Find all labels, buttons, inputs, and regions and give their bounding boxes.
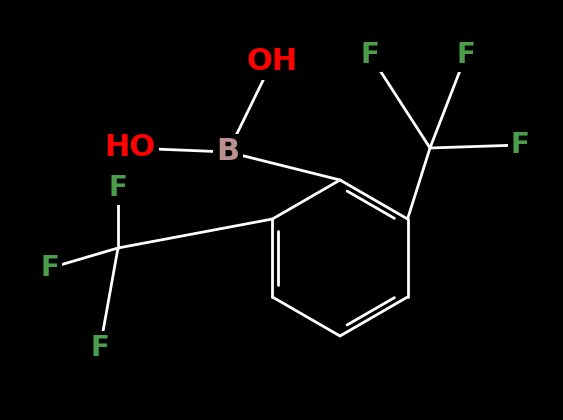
Text: F: F [511,131,529,159]
Text: HO: HO [104,134,155,163]
Text: F: F [91,334,109,362]
Text: F: F [457,41,475,69]
Text: F: F [109,174,127,202]
Text: OH: OH [247,47,298,76]
Text: F: F [41,254,60,282]
Text: F: F [360,41,379,69]
Text: B: B [216,137,240,166]
